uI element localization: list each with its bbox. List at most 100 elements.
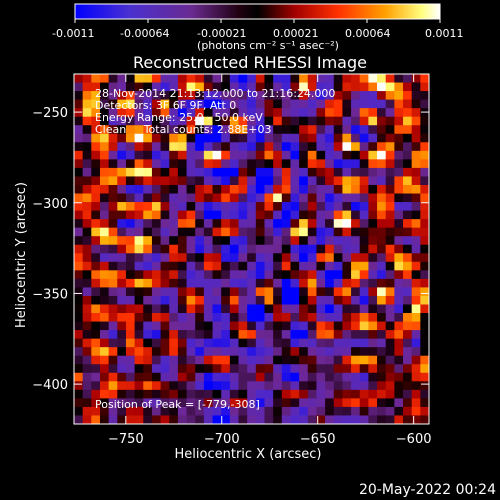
heatmap-cell: [420, 125, 429, 135]
heatmap-cell: [203, 278, 214, 289]
heatmap-cell: [359, 295, 369, 306]
heatmap-cell: [203, 142, 214, 152]
heatmap-cell: [351, 355, 361, 365]
heatmap-cell: [299, 125, 309, 135]
heatmap-cell: [177, 381, 188, 391]
heatmap-cell: [403, 278, 413, 289]
heatmap-cell: [117, 244, 127, 254]
heatmap-cell: [368, 406, 378, 417]
heatmap-cell: [377, 167, 387, 178]
heatmap-cell: [264, 244, 274, 254]
heatmap-cell: [134, 219, 144, 229]
heatmap-cell: [169, 406, 179, 417]
heatmap-cell: [333, 287, 344, 297]
heatmap-cell: [186, 133, 196, 143]
heatmap-cell: [74, 142, 84, 152]
heatmap-cell: [333, 338, 344, 348]
heatmap-cell: [255, 330, 266, 340]
heatmap-cell: [99, 133, 110, 143]
heatmap-cell: [125, 330, 136, 340]
heatmap-cell: [177, 270, 188, 280]
heatmap-cell: [420, 210, 429, 220]
heatmap-cell: [229, 244, 240, 254]
heatmap-cell: [377, 270, 387, 280]
heatmap-cell: [368, 184, 378, 195]
heatmap-cell: [134, 406, 144, 417]
heatmap-cell: [177, 304, 188, 314]
heatmap-cell: [143, 321, 153, 331]
heatmap-cell: [273, 330, 283, 340]
heatmap-cell: [169, 381, 179, 391]
heatmap-cell: [247, 91, 257, 101]
heatmap-cell: [99, 236, 110, 246]
heatmap-cell: [316, 176, 326, 186]
heatmap-cell: [359, 125, 369, 135]
heatmap-cell: [229, 406, 240, 417]
heatmap-cell: [359, 99, 369, 109]
heatmap-cell: [186, 389, 196, 399]
heatmap-cell: [212, 108, 222, 118]
heatmap-cell: [195, 99, 205, 109]
heatmap-cell: [177, 295, 188, 306]
heatmap-cell: [316, 150, 326, 160]
heatmap-cell: [394, 381, 404, 391]
heatmap-cell: [160, 287, 170, 297]
heatmap-cell: [359, 338, 369, 348]
heatmap-cell: [403, 99, 413, 109]
heatmap-cell: [394, 159, 404, 169]
heatmap-cell: [307, 116, 318, 126]
heatmap-cell: [160, 389, 170, 399]
heatmap-cell: [377, 176, 387, 186]
heatmap-cell: [281, 338, 292, 348]
heatmap-cell: [177, 116, 188, 126]
heatmap-cell: [169, 236, 179, 246]
heatmap-cell: [273, 74, 283, 84]
heatmap-cell: [255, 116, 266, 126]
heatmap-cell: [82, 244, 92, 254]
heatmap-cell: [342, 253, 352, 263]
heatmap-cell: [212, 116, 222, 126]
heatmap-cell: [238, 176, 248, 186]
heatmap-cell: [151, 330, 162, 340]
heatmap-cell: [403, 227, 413, 237]
heatmap-cell: [264, 133, 274, 143]
heatmap-cell: [273, 236, 283, 246]
heatmap-cell: [108, 167, 118, 178]
heatmap-cell: [195, 313, 205, 323]
heatmap-cell: [247, 330, 257, 340]
heatmap-cell: [316, 210, 326, 220]
heatmap-cell: [91, 219, 101, 229]
heatmap-cell: [177, 202, 188, 212]
heatmap-cell: [316, 381, 326, 391]
heatmap-cell: [255, 184, 266, 195]
heatmap-cell: [342, 355, 352, 365]
heatmap-cell: [342, 381, 352, 391]
heatmap-cell: [221, 313, 231, 323]
heatmap-cell: [307, 133, 318, 143]
heatmap-cell: [333, 219, 344, 229]
heatmap-cell: [125, 108, 136, 118]
heatmap-cell: [229, 202, 240, 212]
heatmap-cell: [299, 210, 309, 220]
heatmap-cell: [134, 142, 144, 152]
heatmap-cell: [255, 244, 266, 254]
heatmap-cell: [169, 227, 179, 237]
heatmap-cell: [91, 176, 101, 186]
heatmap-cell: [290, 253, 300, 263]
heatmap-cell: [151, 253, 162, 263]
footer-timestamp: 20-May-2022 00:24: [359, 482, 496, 498]
heatmap-cell: [212, 74, 222, 84]
heatmap-cell: [203, 176, 214, 186]
heatmap-cell: [108, 398, 118, 408]
heatmap-cell: [82, 330, 92, 340]
heatmap-cell: [333, 415, 344, 424]
heatmap-cell: [281, 142, 292, 152]
heatmap-cell: [134, 389, 144, 399]
heatmap-cell: [281, 389, 292, 399]
heatmap-cell: [143, 202, 153, 212]
heatmap-cell: [247, 116, 257, 126]
heatmap-cell: [411, 270, 421, 280]
heatmap-cell: [377, 236, 387, 246]
heatmap-cell: [351, 91, 361, 101]
heatmap-cell: [99, 338, 110, 348]
